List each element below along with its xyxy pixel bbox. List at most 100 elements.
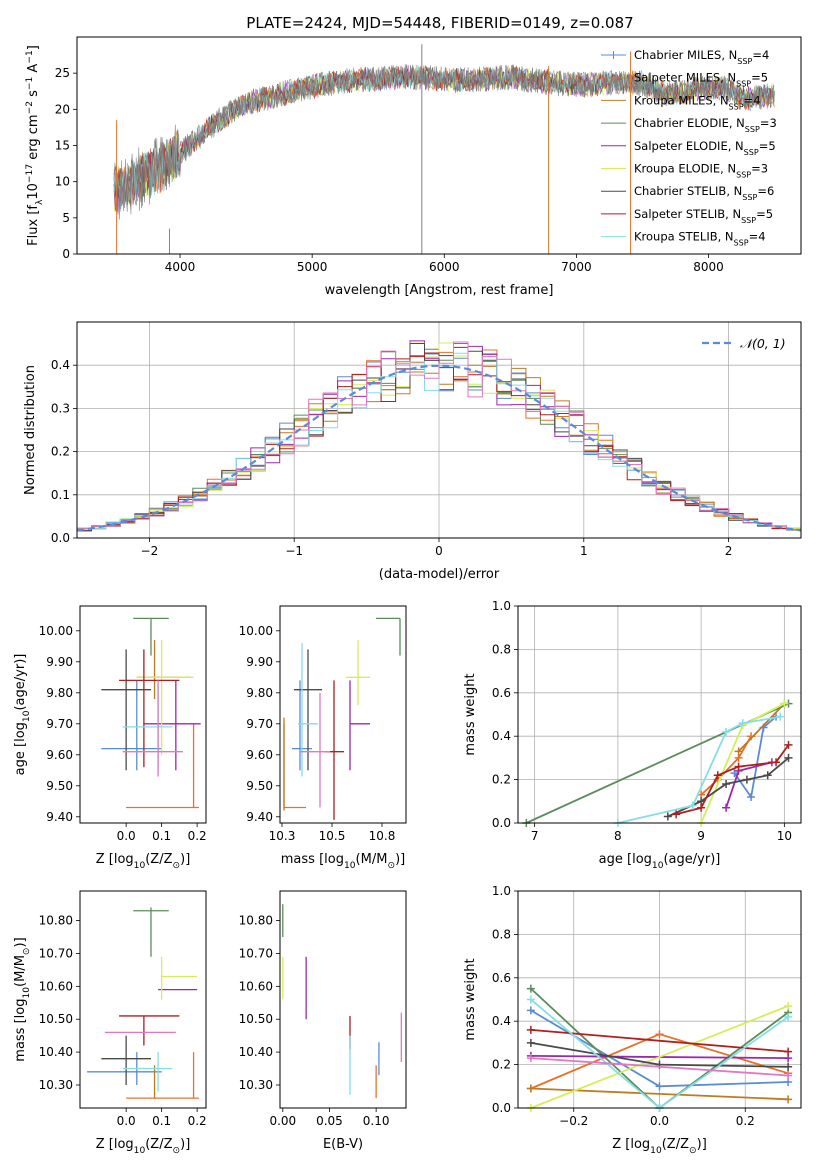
mass-weight-marker: [722, 779, 731, 788]
x-axis-label: E(B-V): [323, 1137, 363, 1152]
y-tick-label: 5: [62, 211, 70, 225]
mass-weight-marker: [784, 753, 793, 762]
axes-frame: [76, 321, 802, 539]
x-tick-label: 0: [435, 544, 443, 558]
y-tick-label: 9.80: [246, 686, 273, 700]
legend-label: Kroupa ELODIE, NSSP=3: [634, 162, 768, 180]
mass-weight-marker: [784, 1095, 793, 1104]
spectrum-data-line: [113, 64, 775, 220]
y-tick-label: 9.40: [46, 810, 73, 824]
axes-frame: [279, 890, 407, 1109]
x-tick-label: 0.1: [152, 1114, 171, 1128]
axes-frame: [517, 605, 802, 824]
y-axis-label: age [log10(age/yr)]: [13, 654, 32, 776]
mass-weight-line: [530, 1005, 789, 1109]
mass-weight-marker: [713, 771, 722, 780]
y-axis-label: Flux [fλ10−17 erg cm−2 s−1 A−1]: [25, 45, 45, 246]
mass-weight-marker: [784, 1071, 793, 1080]
legend-label: Salpeter ELODIE, NSSP=5: [634, 139, 776, 157]
mass-weight-marker: [738, 719, 747, 728]
y-tick-label: 10.80: [239, 914, 273, 928]
y-tick-label: 0.0: [492, 1101, 511, 1115]
y-axis-label: mass weight: [463, 958, 478, 1040]
mass-weight-marker: [526, 1054, 535, 1063]
x-tick-label: 7000: [561, 260, 592, 274]
mass-weight-marker: [784, 1012, 793, 1021]
y-tick-label: 10.00: [239, 624, 273, 638]
axes-frame: [79, 890, 207, 1109]
axes-frame: [76, 36, 802, 255]
x-tick-label: 8: [614, 829, 622, 843]
mass-weight-vs-age-chart: 7 8 9 10 0.0 0.2 0.4 0.6 0.8 1.0 age [log10(age/yr…: [463, 599, 802, 871]
y-tick-label: 10.30: [239, 1078, 273, 1092]
y-tick-label: 10.50: [239, 1012, 273, 1026]
x-tick-label: 4000: [165, 260, 196, 274]
mass-weight-marker: [776, 712, 785, 721]
y-tick-label: 10.70: [239, 946, 273, 960]
legend-label: Kroupa MILES, NSSP=4: [634, 93, 761, 111]
y-tick-label: 9.90: [246, 655, 273, 669]
y-tick-label: 10.70: [39, 946, 73, 960]
x-tick-label: 0.2: [188, 829, 207, 843]
y-tick-label: 0.3: [51, 401, 70, 415]
y-tick-label: 9.50: [46, 779, 73, 793]
residual-histogram: −2 −1 0 1 2 0.0 0.1 0.2 0.3 0.4 (data-model)/error…: [23, 321, 802, 582]
y-tick-label: 0.8: [492, 927, 511, 941]
mass-weight-line: [737, 702, 786, 753]
y-tick-label: 10.60: [239, 979, 273, 993]
x-tick-label: 8000: [693, 260, 724, 274]
legend-label: Kroupa STELIB, NSSP=4: [634, 230, 766, 248]
y-tick-label: 9.60: [246, 748, 273, 762]
mass-weight-marker: [655, 1030, 664, 1039]
y-tick-label: 0: [62, 247, 70, 261]
mass-weight-marker: [784, 1002, 793, 1011]
x-tick-label: −0.2: [559, 1114, 588, 1128]
y-axis-label: Normed distribution: [23, 365, 38, 495]
y-axis-label: mass weight: [463, 673, 478, 755]
mass-weight-marker: [526, 1038, 535, 1047]
mass-weight-marker: [688, 801, 697, 810]
y-tick-label: 10.50: [39, 1012, 73, 1026]
x-tick-label: 0.2: [736, 1114, 755, 1128]
spectrum-chart: 4000 5000 6000 7000 8000 0 5 10 15 20 25 wavelength…: [25, 36, 802, 298]
mass-vs-ebv-chart: 0.00 0.05 0.10 10.30 10.40 10.50 10.60 10.70 10.…: [239, 890, 407, 1152]
y-tick-label: 0.4: [51, 358, 70, 372]
histogram-series: [77, 341, 801, 531]
legend-label: Chabrier STELIB, NSSP=6: [634, 184, 774, 202]
mass-weight-vs-Z-chart: −0.2 0.0 0.2 0.0 0.2 0.4 0.6 0.8 1.0 Z [log10(Z/Z…: [463, 884, 802, 1156]
mass-weight-line: [675, 744, 790, 816]
mass-weight-marker: [526, 1025, 535, 1034]
y-tick-label: 0.1: [51, 488, 70, 502]
histogram-series: [77, 346, 801, 531]
y-tick-label: 25: [55, 66, 70, 80]
y-tick-label: 0.6: [492, 971, 511, 985]
x-tick-label: 9: [697, 829, 705, 843]
mass-weight-marker: [784, 740, 793, 749]
x-tick-label: 7: [531, 829, 539, 843]
y-tick-label: 9.80: [46, 686, 73, 700]
y-tick-label: 0.8: [492, 642, 511, 656]
y-tick-label: 0.2: [492, 773, 511, 787]
y-tick-label: 15: [55, 139, 70, 153]
mass-weight-marker: [734, 762, 743, 771]
y-tick-label: 0.2: [51, 445, 70, 459]
y-tick-label: 0.6: [492, 686, 511, 700]
y-tick-label: 0.4: [492, 1014, 511, 1028]
mass-weight-marker: [734, 747, 743, 756]
mass-weight-marker: [722, 803, 731, 812]
x-tick-label: 10.3: [269, 829, 296, 843]
x-tick-label: 0.10: [363, 1114, 390, 1128]
y-tick-label: 10.80: [39, 914, 73, 928]
y-tick-label: 9.50: [246, 779, 273, 793]
y-tick-label: 0.2: [492, 1058, 511, 1072]
mass-weight-marker: [747, 792, 756, 801]
mass-weight-line: [530, 1057, 789, 1077]
x-tick-label: 0.1: [152, 829, 171, 843]
x-tick-label: 6000: [429, 260, 460, 274]
axes-frame: [79, 605, 207, 824]
y-tick-label: 9.40: [246, 810, 273, 824]
mass-weight-marker: [697, 803, 706, 812]
x-tick-label: 0.00: [269, 1114, 296, 1128]
x-axis-label: Z [log10(Z/Z⊙)]: [96, 1137, 191, 1156]
